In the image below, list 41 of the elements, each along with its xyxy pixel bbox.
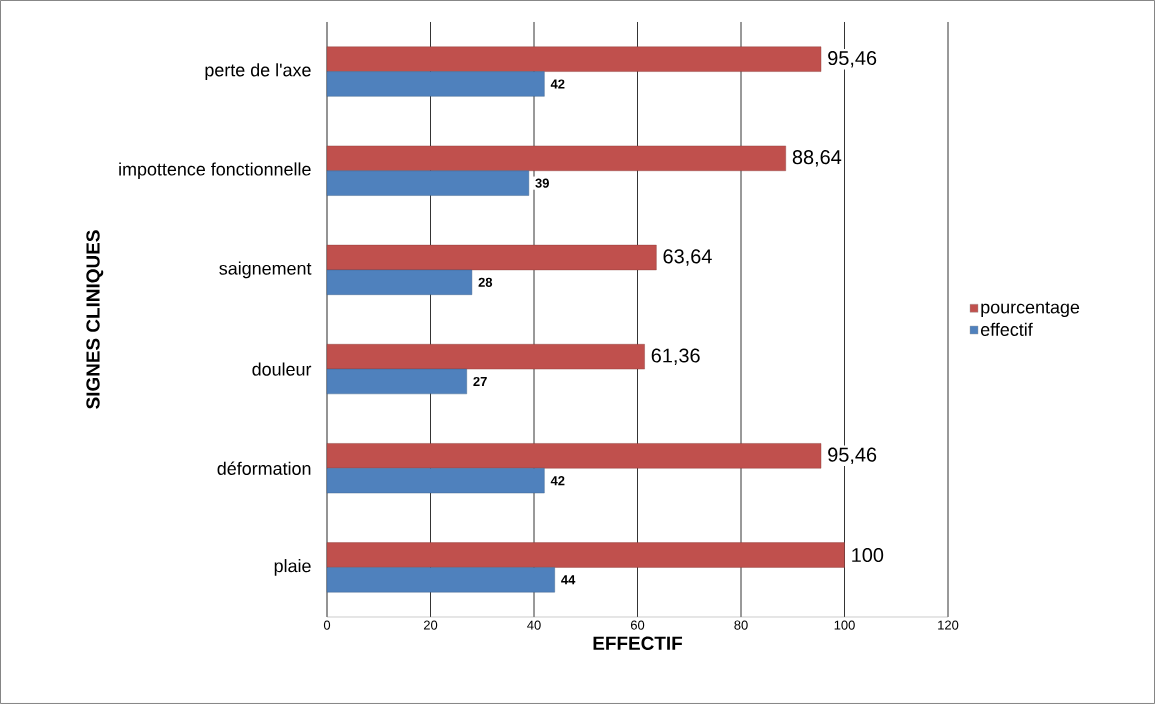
data-label: 95,46 — [828, 50, 877, 68]
bar — [326, 145, 786, 171]
x-tick-label: 120 — [938, 620, 959, 630]
y-tick-label: impottence fonctionnelle — [119, 162, 311, 180]
bar — [326, 46, 822, 72]
data-label: 63,64 — [663, 249, 712, 266]
y-tick-label: douleur — [252, 362, 312, 376]
data-label: 61,36 — [651, 348, 700, 365]
x-tick-label: 100 — [834, 620, 855, 630]
data-label: 27 — [473, 376, 487, 386]
data-label: 100 — [852, 547, 884, 563]
y-tick-label: plaie — [274, 559, 311, 576]
bar — [326, 468, 545, 494]
y-axis-title: SIGNES CLINIQUES — [86, 230, 104, 409]
bar — [326, 269, 473, 295]
bar — [326, 170, 530, 196]
legend-label: pourcentage — [981, 301, 1080, 318]
bar — [326, 567, 555, 593]
bar — [326, 443, 822, 469]
x-tick-label: 60 — [630, 620, 645, 630]
data-label: 42 — [550, 476, 565, 486]
y-tick-label: déformation — [217, 461, 311, 475]
y-tick-label: saignement — [219, 261, 312, 279]
data-label: 39 — [535, 178, 549, 188]
x-tick-label: 20 — [423, 620, 438, 630]
bar — [326, 542, 845, 568]
data-label: 28 — [478, 277, 493, 287]
legend-label: effectif — [980, 322, 1033, 336]
x-tick-label: 0 — [323, 620, 331, 630]
x-tick-label: 40 — [527, 620, 541, 630]
bar — [326, 71, 545, 97]
y-tick-label: perte de l'axe — [205, 63, 311, 80]
data-label: 44 — [561, 575, 576, 585]
data-label: 95,46 — [828, 447, 877, 465]
bar — [326, 244, 657, 271]
x-tick-label: 80 — [734, 620, 748, 630]
data-label: 42 — [550, 79, 565, 89]
bar — [326, 368, 467, 395]
bar — [326, 344, 645, 370]
x-axis-title: EFFECTIF — [593, 636, 683, 650]
data-label: 88,64 — [792, 150, 842, 167]
